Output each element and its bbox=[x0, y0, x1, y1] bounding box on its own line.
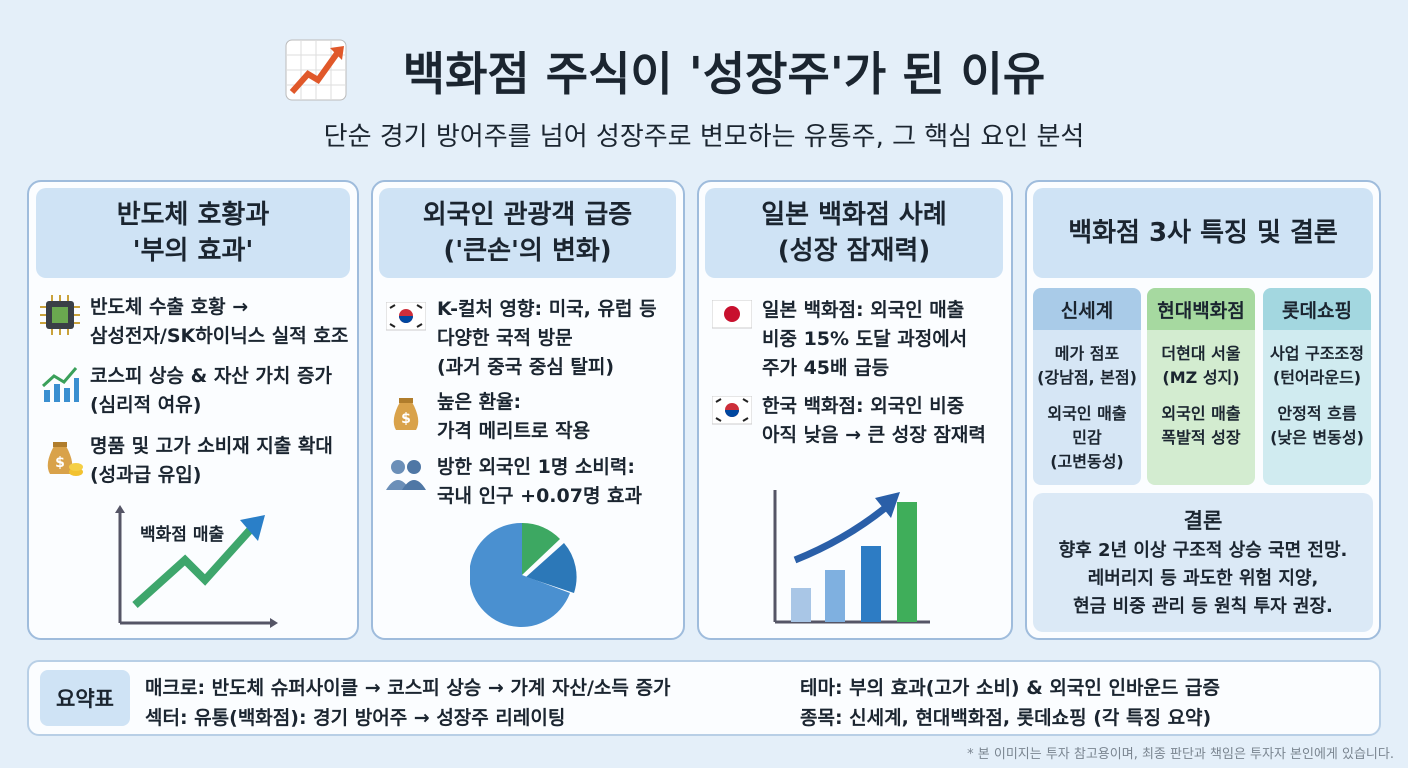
company-point: 더현대 서울 (MZ 성지) bbox=[1147, 342, 1255, 390]
conclusion-text: 향후 2년 이상 구조적 상승 국면 전망. 레버리지 등 과도한 위험 지양, 현… bbox=[1033, 537, 1373, 621]
people-icon bbox=[386, 460, 426, 490]
company-body: 사업 구조조정 (턴어라운드) 안정적 흐름 (낮은 변동성) bbox=[1263, 330, 1371, 485]
conclusion-title: 결론 bbox=[1183, 509, 1223, 533]
text-line: 외국인 관광객 급증 bbox=[422, 200, 633, 230]
text-line: (과거 중국 중심 탈피) bbox=[437, 356, 615, 378]
title: 백화점 주식이 '성장주'가 된 이유 bbox=[402, 47, 1046, 101]
point-line: 더현대 서울 bbox=[1161, 344, 1241, 363]
text-line: 주가 45배 급등 bbox=[762, 357, 890, 379]
footnote: * 본 이미지는 투자 참고용이며, 최종 판단과 책임은 투자자 본인에게 있… bbox=[967, 747, 1394, 762]
point-line: 사업 구조조정 bbox=[1270, 344, 1364, 363]
point-line: 메가 점포 bbox=[1054, 344, 1120, 363]
point-line: (턴어라운드) bbox=[1272, 368, 1362, 387]
panel-header: 반도체 호황과 '부의 효과' bbox=[36, 188, 350, 278]
text-line: '부의 효과' bbox=[132, 236, 254, 266]
summary-label: 요약표 bbox=[40, 670, 130, 726]
summary-item: 종목: 신세계, 현대백화점, 롯데쇼핑 (각 특징 요약) bbox=[800, 707, 1212, 729]
text-line: 반도체 호황과 bbox=[116, 200, 270, 230]
text-line: 한국 백화점: 외국인 비중 bbox=[762, 395, 965, 417]
text-line: 일본 백화점 사례 bbox=[761, 200, 947, 230]
text-line: 레버리지 등 과도한 위험 지양, bbox=[1087, 568, 1319, 589]
company-point: 사업 구조조정 (턴어라운드) bbox=[1263, 342, 1371, 390]
text-line: 향후 2년 이상 구조적 상승 국면 전망. bbox=[1058, 540, 1348, 561]
point-line: (낮은 변동성) bbox=[1270, 428, 1364, 447]
text-line: ('큰손'의 변화) bbox=[443, 236, 612, 266]
item: 반도체 수출 호황 → 삼성전자/SK하이닉스 실적 호조 bbox=[90, 293, 348, 351]
summary-item: 섹터: 유통(백화점): 경기 방어주 → 성장주 리레이팅 bbox=[145, 707, 566, 729]
text-line: 아직 낮음 → 큰 성장 잠재력 bbox=[762, 424, 986, 446]
summary bbox=[27, 660, 1381, 736]
chart-label: 백화점 매출 bbox=[140, 525, 225, 545]
point-line: 폭발적 성장 bbox=[1161, 428, 1241, 447]
text-line: 높은 환율: bbox=[437, 391, 522, 413]
point-line: 외국인 매출 bbox=[1047, 404, 1127, 423]
chart-emoji bbox=[285, 39, 347, 101]
text-line: 현금 비중 관리 등 원칙 투자 권장. bbox=[1073, 596, 1333, 617]
text-line: 명품 및 고가 소비재 지출 확대 bbox=[90, 435, 333, 457]
chip-icon bbox=[40, 295, 80, 335]
panel-header: 일본 백화점 사례 (성장 잠재력) bbox=[705, 188, 1003, 278]
point-line: 안정적 흐름 bbox=[1277, 404, 1357, 423]
company-name: 신세계 bbox=[1033, 288, 1141, 330]
text-line: 방한 외국인 1명 소비력: bbox=[437, 456, 635, 478]
panel-header: 백화점 3사 특징 및 결론 bbox=[1033, 188, 1373, 278]
point-line: (강남점, 본점) bbox=[1037, 368, 1137, 387]
svg-text:$: $ bbox=[55, 455, 65, 471]
text-line: (심리적 여유) bbox=[90, 394, 202, 416]
summary-item: 테마: 부의 효과(고가 소비) & 외국인 인바운드 급증 bbox=[800, 677, 1220, 699]
text-line: 백화점 3사 특징 및 결론 bbox=[1068, 218, 1338, 248]
text-line: (성장 잠재력) bbox=[777, 236, 931, 266]
text-line: 반도체 수출 호황 → bbox=[90, 296, 249, 318]
point-line: (MZ 성지) bbox=[1162, 368, 1240, 387]
company-point: 메가 점포 (강남점, 본점) bbox=[1033, 342, 1141, 390]
company-name: 현대백화점 bbox=[1147, 288, 1255, 330]
point-line: 외국인 매출 bbox=[1161, 404, 1241, 423]
point-line: 민감 bbox=[1072, 428, 1102, 447]
svg-text:$: $ bbox=[401, 411, 411, 427]
korea-flag-icon bbox=[712, 396, 752, 425]
bar-illustration bbox=[773, 490, 930, 624]
korea-flag-icon bbox=[386, 302, 426, 331]
text-line: 비중 15% 도달 과정에서 bbox=[762, 328, 968, 350]
text-line: K-컬처 영향: 미국, 유럽 등 bbox=[437, 298, 657, 320]
japan-flag-icon bbox=[712, 300, 752, 329]
item: 명품 및 고가 소비재 지출 확대 (성과급 유입) bbox=[90, 432, 333, 490]
text-line: 일본 백화점: 외국인 매출 bbox=[762, 299, 965, 321]
company-name: 롯데쇼핑 bbox=[1263, 288, 1371, 330]
text-line: 국내 인구 +0.07명 효과 bbox=[437, 485, 643, 507]
text-line: 다양한 국적 방문 bbox=[437, 327, 573, 349]
summary-item: 매크로: 반도체 슈퍼사이클 → 코스피 상승 → 가계 자산/소득 증가 bbox=[145, 677, 671, 699]
item: 높은 환율: 가격 메리트로 작용 bbox=[437, 388, 590, 446]
money-icon: $ bbox=[47, 442, 83, 476]
sales-illustration bbox=[115, 505, 278, 628]
point-line: (고변동성) bbox=[1050, 452, 1124, 471]
subtitle: 단순 경기 방어주를 넘어 성장주로 변모하는 유통주, 그 핵심 요인 분석 bbox=[323, 122, 1085, 152]
text-line: (성과급 유입) bbox=[90, 464, 202, 486]
conclusion: 결론 향후 2년 이상 구조적 상승 국면 전망. 레버리지 등 과도한 위험 지… bbox=[1033, 493, 1373, 632]
text-line: 삼성전자/SK하이닉스 실적 호조 bbox=[90, 325, 349, 347]
item: 방한 외국인 1명 소비력: 국내 인구 +0.07명 효과 bbox=[437, 453, 642, 511]
item: 코스피 상승 & 자산 가치 증가 (심리적 여유) bbox=[90, 362, 332, 420]
money-icon: $ bbox=[393, 398, 419, 430]
pie-illustration bbox=[470, 522, 577, 627]
panel-header: 외국인 관광객 급증 ('큰손'의 변화) bbox=[379, 188, 676, 278]
growth-icon bbox=[41, 367, 79, 402]
text-line: 코스피 상승 & 자산 가치 증가 bbox=[90, 365, 332, 387]
text-line: 가격 메리트로 작용 bbox=[437, 420, 591, 442]
company-point: 안정적 흐름 (낮은 변동성) bbox=[1263, 402, 1371, 450]
